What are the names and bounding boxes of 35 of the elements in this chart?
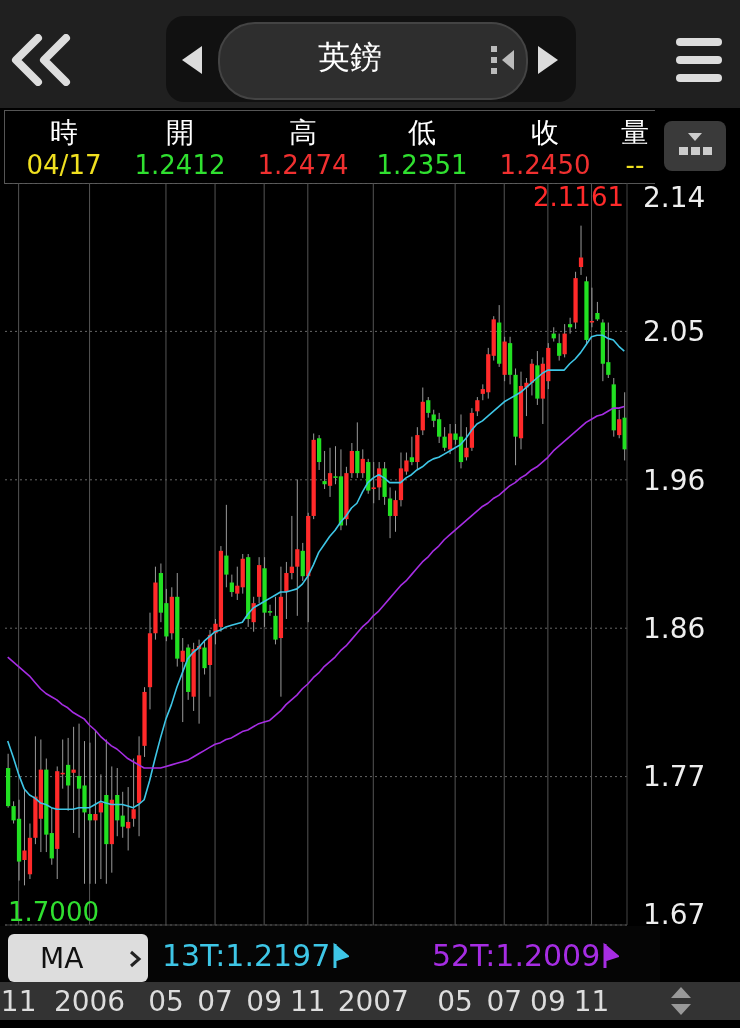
legend-label: 52T:1.2009 — [432, 938, 601, 973]
x-tick-label: 11 — [0, 985, 37, 1018]
x-tick-label: 2007 — [337, 985, 409, 1018]
text: 低 — [408, 116, 436, 149]
x-tick-label: 09 — [530, 985, 566, 1018]
text: -- — [624, 150, 646, 180]
x-tick-label: 11 — [290, 985, 326, 1018]
text: 04/17 — [25, 150, 103, 180]
text: 1.2351 — [375, 150, 469, 180]
text: 量 — [621, 116, 649, 149]
y-tick-label: 1.86 — [643, 612, 706, 645]
annotation: 1.7000 — [8, 897, 99, 927]
x-tick-label: 07 — [197, 985, 233, 1018]
text: 1.2474 — [256, 150, 350, 180]
x-tick-label: 2006 — [53, 985, 126, 1018]
y-tick-label: 1.67 — [643, 897, 706, 931]
y-tick-label: 1.77 — [643, 760, 706, 794]
text: MA — [40, 942, 84, 975]
text: 開 — [166, 116, 194, 149]
text: 1.2412 — [133, 150, 227, 180]
text: 時 — [50, 116, 78, 149]
chart-title: 英鎊 — [317, 37, 383, 78]
text: 高 — [289, 116, 317, 149]
y-tick-label: 2.14 — [643, 180, 706, 214]
x-tick-label: 05 — [148, 985, 184, 1018]
y-tick-label: 2.05 — [643, 315, 706, 349]
text: 1.2450 — [498, 150, 592, 180]
x-tick-label: 11 — [573, 985, 610, 1018]
y-tick-label: 1.96 — [643, 463, 706, 497]
x-tick-label: 09 — [246, 985, 282, 1018]
x-tick-label: 07 — [486, 985, 523, 1018]
text: 收 — [531, 116, 559, 149]
x-tick-label: 05 — [437, 985, 473, 1018]
legend-label: 13T:1.2197 — [162, 938, 331, 973]
annotation: 2.1161 — [533, 181, 624, 212]
